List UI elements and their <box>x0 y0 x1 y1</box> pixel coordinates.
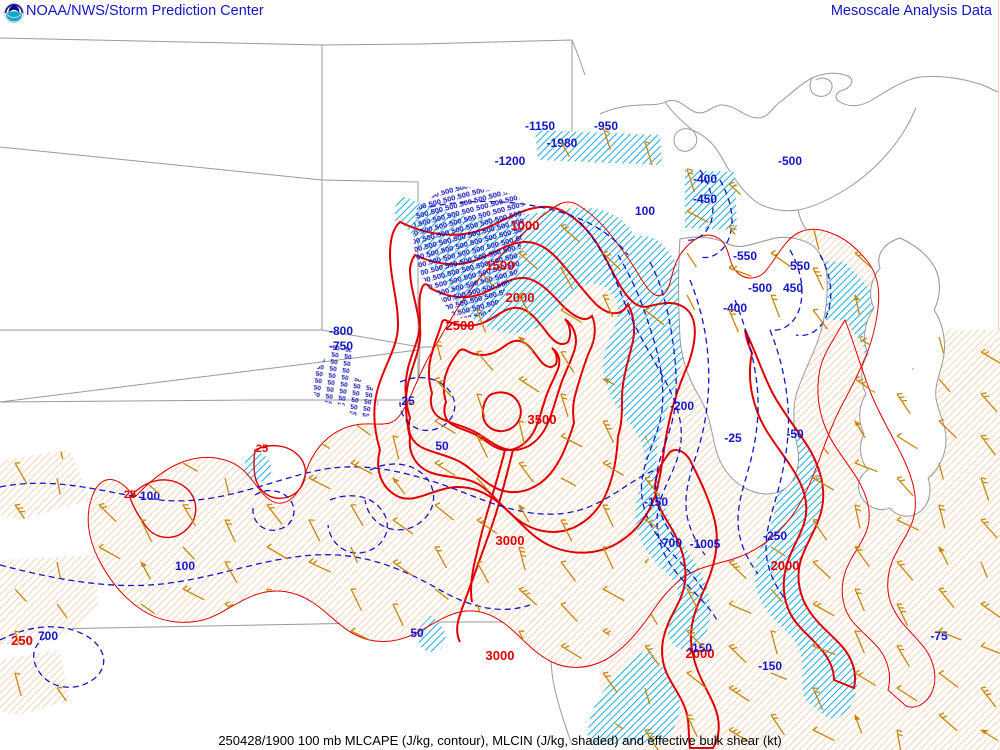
svg-text:-200: -200 <box>670 399 694 413</box>
svg-text:-500: -500 <box>778 154 802 168</box>
svg-text:100: 100 <box>175 559 195 573</box>
svg-text:2000: 2000 <box>771 558 800 573</box>
svg-text:-700: -700 <box>658 536 682 550</box>
svg-text:100: 100 <box>635 204 655 218</box>
svg-text:-400: -400 <box>693 172 717 186</box>
svg-text:-50: -50 <box>786 427 804 441</box>
svg-text:-150: -150 <box>644 495 668 509</box>
svg-text:1000: 1000 <box>511 218 540 233</box>
svg-text:25: 25 <box>256 443 268 455</box>
svg-text:100: 100 <box>140 489 160 503</box>
svg-text:50: 50 <box>410 626 424 640</box>
svg-text:250: 250 <box>11 633 33 648</box>
svg-text:-750: -750 <box>329 339 353 353</box>
svg-text:-25: -25 <box>724 431 742 445</box>
svg-text:25: 25 <box>401 394 415 408</box>
svg-text:-1150: -1150 <box>525 119 555 133</box>
svg-text:550: 550 <box>790 259 810 273</box>
svg-text:-800: -800 <box>329 324 353 338</box>
svg-text:3500: 3500 <box>528 412 557 427</box>
svg-text:-400: -400 <box>723 301 747 315</box>
svg-text:-150: -150 <box>688 641 712 655</box>
svg-text:2500: 2500 <box>446 318 475 333</box>
svg-text:3000: 3000 <box>486 648 515 663</box>
svg-text:-450: -450 <box>693 192 717 206</box>
svg-text:50: 50 <box>435 439 449 453</box>
svg-text:-500: -500 <box>748 281 772 295</box>
svg-text:450: 450 <box>783 281 803 295</box>
svg-text:-150: -150 <box>758 659 782 673</box>
svg-text:-1005: -1005 <box>690 537 721 551</box>
svg-text:-250: -250 <box>763 529 787 543</box>
svg-text:700: 700 <box>38 629 58 643</box>
svg-text:-550: -550 <box>733 249 757 263</box>
svg-text:3000: 3000 <box>496 533 525 548</box>
svg-text:1500: 1500 <box>486 258 515 273</box>
svg-text:25: 25 <box>124 489 136 501</box>
svg-text:-1200: -1200 <box>495 154 526 168</box>
